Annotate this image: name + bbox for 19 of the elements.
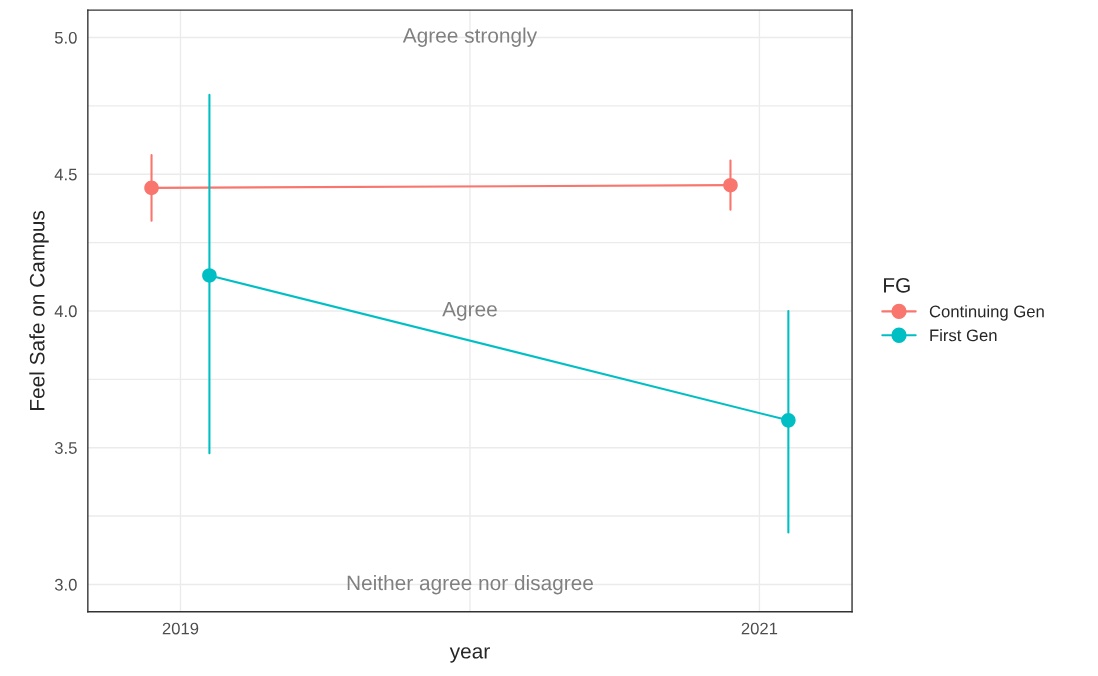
y-tick-label: 3.0 — [54, 578, 77, 591]
y-tick-label: 5.0 — [54, 31, 77, 44]
x-tick-label: 2021 — [741, 622, 778, 635]
annotation: Agree — [442, 302, 497, 321]
point — [144, 180, 159, 196]
point — [781, 413, 796, 428]
legend-label: First Gen — [930, 329, 997, 342]
x-tick-label: 2019 — [162, 622, 199, 635]
annotation: Neither agree nor disagree — [347, 575, 593, 595]
legend-title: FG — [884, 277, 910, 293]
point — [202, 268, 217, 283]
y-tick-label: 4.5 — [54, 168, 77, 181]
legend-label: Continuing Gen — [929, 305, 1044, 321]
point — [723, 177, 738, 193]
annotation: Agree strongly — [402, 27, 538, 47]
y-tick-label: 3.5 — [54, 442, 77, 454]
y-axis-title: Feel Safe on Campus — [29, 210, 49, 410]
x-axis-title: year — [449, 647, 490, 663]
y-tick-label: 4.0 — [54, 305, 77, 318]
